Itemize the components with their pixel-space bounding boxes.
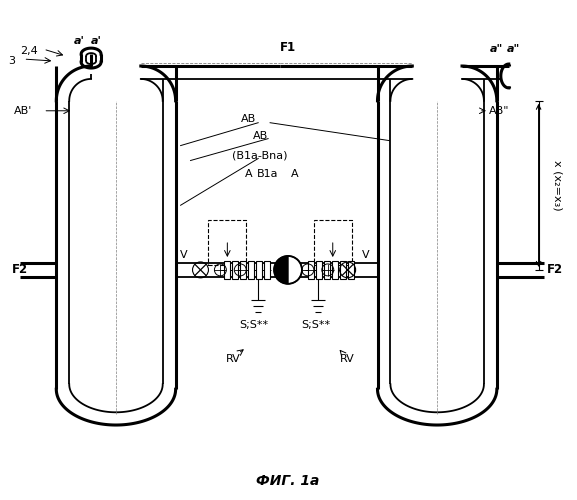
Text: F2: F2 [546,264,563,276]
Text: S;S**: S;S** [301,320,331,330]
Text: AB": AB" [489,106,509,116]
Wedge shape [288,256,302,284]
Bar [256,261,262,279]
Text: A: A [245,170,252,179]
Text: F2: F2 [12,264,28,276]
Bar [332,261,338,279]
Text: (B1a-Bna): (B1a-Bna) [233,150,288,160]
Bar [340,261,346,279]
Bar [324,261,330,279]
Bar [316,261,322,279]
Text: 3: 3 [8,56,15,66]
Text: AB': AB' [13,106,32,116]
Text: F1: F1 [280,41,296,54]
Bar [308,261,314,279]
Bar [348,261,354,279]
Text: ФИГ. 1а: ФИГ. 1а [256,474,320,488]
Text: B1a: B1a [257,170,279,179]
Bar [248,261,254,279]
Bar [224,261,230,279]
Text: AB: AB [241,114,256,124]
Text: a': a' [74,36,85,46]
Bar [314,220,351,265]
Bar [240,261,246,279]
Text: a': a' [91,36,102,46]
Text: a": a" [490,44,504,54]
Bar [264,261,270,279]
Text: AB: AB [253,130,268,140]
Text: 2,4: 2,4 [21,46,38,56]
Text: x (x₂=x₃): x (x₂=x₃) [553,160,563,210]
Text: V: V [180,250,188,260]
Bar [233,261,238,279]
Wedge shape [274,256,288,284]
Text: V: V [362,250,369,260]
Bar [208,220,246,265]
Text: RV: RV [226,354,241,364]
Text: a": a" [507,44,520,54]
Text: RV: RV [340,354,355,364]
Text: A: A [291,170,299,179]
Text: S;S**: S;S** [239,320,269,330]
